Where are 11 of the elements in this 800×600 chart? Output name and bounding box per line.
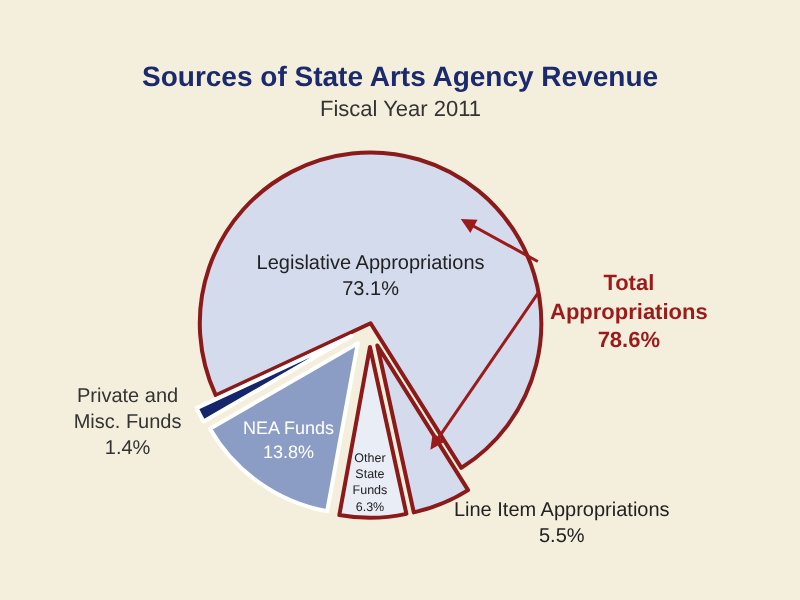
data-label: 1.4% (104, 437, 151, 460)
slice-label: Legislative Appropriations (256, 252, 485, 275)
text: Total Appropriations 78.6% (550, 272, 708, 354)
chart-subtitle: Fiscal Year 2011 (320, 98, 482, 122)
slice-label: NEA Funds (243, 418, 336, 439)
data-label: 13.8% (263, 441, 315, 462)
data-label: 5.5% (538, 526, 585, 549)
chart-title: Sources of State Arts Agency Revenue (142, 60, 659, 92)
data-label: 73.1% (342, 278, 400, 301)
slice-label: Private and Misc. Funds (73, 385, 182, 434)
slice-label: Line Item Appropriations (453, 500, 670, 523)
